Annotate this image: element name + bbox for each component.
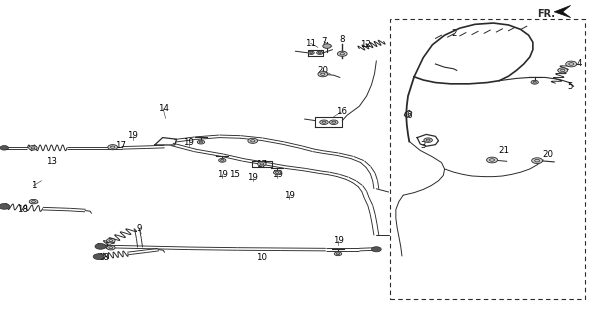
Circle shape xyxy=(340,52,345,55)
Circle shape xyxy=(566,61,577,67)
Circle shape xyxy=(197,140,205,144)
Circle shape xyxy=(532,158,543,164)
Text: 7: 7 xyxy=(321,37,327,46)
Circle shape xyxy=(424,138,432,142)
Circle shape xyxy=(320,73,325,76)
Circle shape xyxy=(258,162,266,166)
Circle shape xyxy=(107,245,115,250)
Polygon shape xyxy=(554,5,571,18)
Text: FR.: FR. xyxy=(537,9,555,20)
Circle shape xyxy=(275,172,279,173)
Circle shape xyxy=(0,146,9,150)
Circle shape xyxy=(32,201,35,203)
Text: 19: 19 xyxy=(127,132,138,140)
Text: 19: 19 xyxy=(333,236,343,245)
Circle shape xyxy=(273,171,281,174)
Text: 13: 13 xyxy=(46,157,57,166)
Circle shape xyxy=(490,159,495,161)
Circle shape xyxy=(248,138,258,143)
Text: 4: 4 xyxy=(577,60,583,68)
Text: 21: 21 xyxy=(499,146,510,155)
Circle shape xyxy=(322,121,326,123)
Circle shape xyxy=(318,72,328,77)
Circle shape xyxy=(336,253,340,255)
Text: 11: 11 xyxy=(305,39,316,48)
Text: 19: 19 xyxy=(183,138,194,147)
Text: 19: 19 xyxy=(247,173,258,182)
Text: 12: 12 xyxy=(360,40,371,49)
Circle shape xyxy=(569,63,574,65)
Text: 15: 15 xyxy=(229,170,240,179)
Text: 17: 17 xyxy=(256,160,267,169)
Text: 14: 14 xyxy=(158,104,169,113)
Circle shape xyxy=(487,157,498,163)
Circle shape xyxy=(31,147,35,149)
Text: 1: 1 xyxy=(104,242,110,251)
Circle shape xyxy=(109,240,113,242)
Circle shape xyxy=(334,252,342,256)
Circle shape xyxy=(426,139,430,141)
Text: 19: 19 xyxy=(272,170,283,179)
Circle shape xyxy=(323,44,331,48)
Text: 19: 19 xyxy=(217,170,228,179)
Circle shape xyxy=(219,158,226,162)
Circle shape xyxy=(371,247,381,252)
Text: 18: 18 xyxy=(98,253,109,262)
Text: 17: 17 xyxy=(115,141,126,150)
Circle shape xyxy=(250,140,255,142)
Text: 6: 6 xyxy=(406,111,412,120)
Text: 2: 2 xyxy=(451,29,457,38)
Circle shape xyxy=(558,68,568,73)
Circle shape xyxy=(329,120,338,124)
Circle shape xyxy=(0,204,10,209)
Circle shape xyxy=(29,199,38,204)
Circle shape xyxy=(220,159,224,161)
Circle shape xyxy=(109,247,113,249)
Text: 20: 20 xyxy=(317,66,328,75)
Circle shape xyxy=(108,145,118,150)
Circle shape xyxy=(95,244,106,249)
Text: 5: 5 xyxy=(568,82,574,91)
Circle shape xyxy=(332,121,336,123)
Circle shape xyxy=(260,163,264,165)
Text: 20: 20 xyxy=(543,150,554,159)
Text: 1: 1 xyxy=(30,181,37,190)
Text: 16: 16 xyxy=(336,108,347,116)
Circle shape xyxy=(110,146,115,148)
Circle shape xyxy=(317,51,323,54)
Circle shape xyxy=(337,51,347,56)
Circle shape xyxy=(107,238,115,243)
Text: 3: 3 xyxy=(420,141,426,150)
Circle shape xyxy=(308,51,314,54)
Circle shape xyxy=(533,81,537,83)
Text: 10: 10 xyxy=(256,253,267,262)
Circle shape xyxy=(319,52,321,53)
Circle shape xyxy=(93,254,104,260)
Circle shape xyxy=(531,80,538,84)
Text: 18: 18 xyxy=(17,205,28,214)
Text: 19: 19 xyxy=(284,191,295,200)
Circle shape xyxy=(29,146,37,150)
Circle shape xyxy=(535,159,540,162)
Circle shape xyxy=(199,141,203,143)
Text: 9: 9 xyxy=(136,224,141,233)
Circle shape xyxy=(310,52,312,53)
Text: 8: 8 xyxy=(339,36,345,44)
Circle shape xyxy=(320,120,328,124)
Circle shape xyxy=(560,69,565,72)
